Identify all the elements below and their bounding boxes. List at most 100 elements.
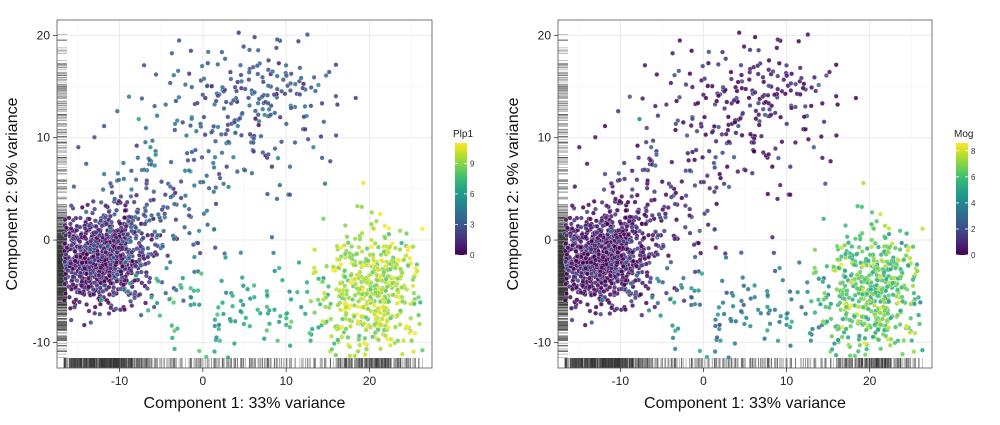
data-point xyxy=(288,105,294,111)
data-point xyxy=(340,316,345,322)
data-point xyxy=(316,276,321,282)
data-point xyxy=(122,208,128,213)
data-point xyxy=(152,103,158,109)
data-point xyxy=(227,69,233,75)
data-point xyxy=(123,223,129,229)
data-point xyxy=(265,67,271,73)
data-point xyxy=(348,273,354,278)
data-point xyxy=(142,221,148,227)
data-point xyxy=(417,299,423,305)
data-point xyxy=(363,314,369,320)
data-point xyxy=(182,224,188,230)
data-point xyxy=(318,134,324,140)
data-point xyxy=(317,301,323,307)
data-point xyxy=(274,86,280,92)
data-point xyxy=(378,252,384,258)
data-point xyxy=(266,307,272,313)
data-point xyxy=(312,310,318,316)
data-point xyxy=(121,176,127,182)
data-point xyxy=(195,288,201,293)
data-point xyxy=(159,207,165,213)
data-point xyxy=(133,235,139,241)
data-point xyxy=(116,245,122,251)
data-point xyxy=(196,302,202,308)
data-point xyxy=(192,147,198,153)
data-point xyxy=(63,252,69,257)
data-point xyxy=(228,318,234,324)
data-point xyxy=(182,203,188,209)
data-point xyxy=(342,223,348,228)
data-point xyxy=(372,311,378,317)
data-point xyxy=(315,82,321,88)
data-point xyxy=(165,205,171,211)
data-point xyxy=(384,284,390,290)
data-point xyxy=(375,327,381,333)
data-point xyxy=(255,307,261,313)
data-point xyxy=(251,148,256,154)
data-point xyxy=(399,351,405,357)
data-point xyxy=(172,346,177,352)
data-point xyxy=(247,131,253,137)
data-point xyxy=(372,240,378,246)
data-point xyxy=(223,131,229,137)
data-point xyxy=(186,71,192,77)
data-point xyxy=(371,258,377,264)
data-point xyxy=(252,34,258,40)
data-point xyxy=(321,297,326,302)
data-point xyxy=(132,278,138,283)
data-point xyxy=(97,301,103,307)
data-point xyxy=(142,139,148,145)
data-point xyxy=(347,353,353,359)
data-point xyxy=(159,179,164,185)
data-point xyxy=(368,287,374,292)
data-point xyxy=(385,249,391,255)
data-point xyxy=(377,274,383,280)
data-point xyxy=(253,116,258,122)
data-point xyxy=(201,211,207,217)
data-point xyxy=(188,285,194,291)
data-point xyxy=(234,169,240,175)
data-point xyxy=(118,269,124,274)
data-point xyxy=(238,250,244,256)
data-point xyxy=(416,294,421,300)
data-point xyxy=(392,245,398,251)
data-point xyxy=(260,74,265,80)
data-point xyxy=(334,102,340,108)
data-point xyxy=(138,312,144,318)
data-point xyxy=(100,187,106,193)
data-point xyxy=(77,239,83,245)
data-point xyxy=(144,178,150,184)
data-point xyxy=(135,155,141,161)
data-point xyxy=(375,244,381,250)
data-point xyxy=(304,289,310,295)
data-point xyxy=(378,346,384,352)
data-point xyxy=(153,72,159,77)
data-point xyxy=(296,260,302,265)
data-point xyxy=(202,95,208,101)
data-point xyxy=(362,335,368,341)
data-point xyxy=(180,119,186,125)
data-point xyxy=(176,38,182,43)
data-point xyxy=(102,215,108,221)
data-point xyxy=(77,244,82,250)
data-point xyxy=(287,343,293,349)
data-point xyxy=(386,231,392,237)
data-point xyxy=(188,123,193,129)
data-point xyxy=(232,318,238,324)
data-point xyxy=(411,301,417,307)
data-point xyxy=(275,155,281,161)
data-point xyxy=(221,311,226,317)
data-point xyxy=(320,279,325,285)
data-point xyxy=(279,139,284,145)
data-point xyxy=(342,251,348,257)
data-point xyxy=(283,322,289,328)
data-point xyxy=(206,148,212,154)
data-point xyxy=(211,165,217,170)
data-point xyxy=(245,286,251,292)
data-point xyxy=(255,47,261,53)
data-point xyxy=(88,271,94,277)
data-point xyxy=(348,280,354,285)
data-point xyxy=(359,249,365,254)
data-point xyxy=(114,108,120,114)
data-point xyxy=(72,304,77,310)
